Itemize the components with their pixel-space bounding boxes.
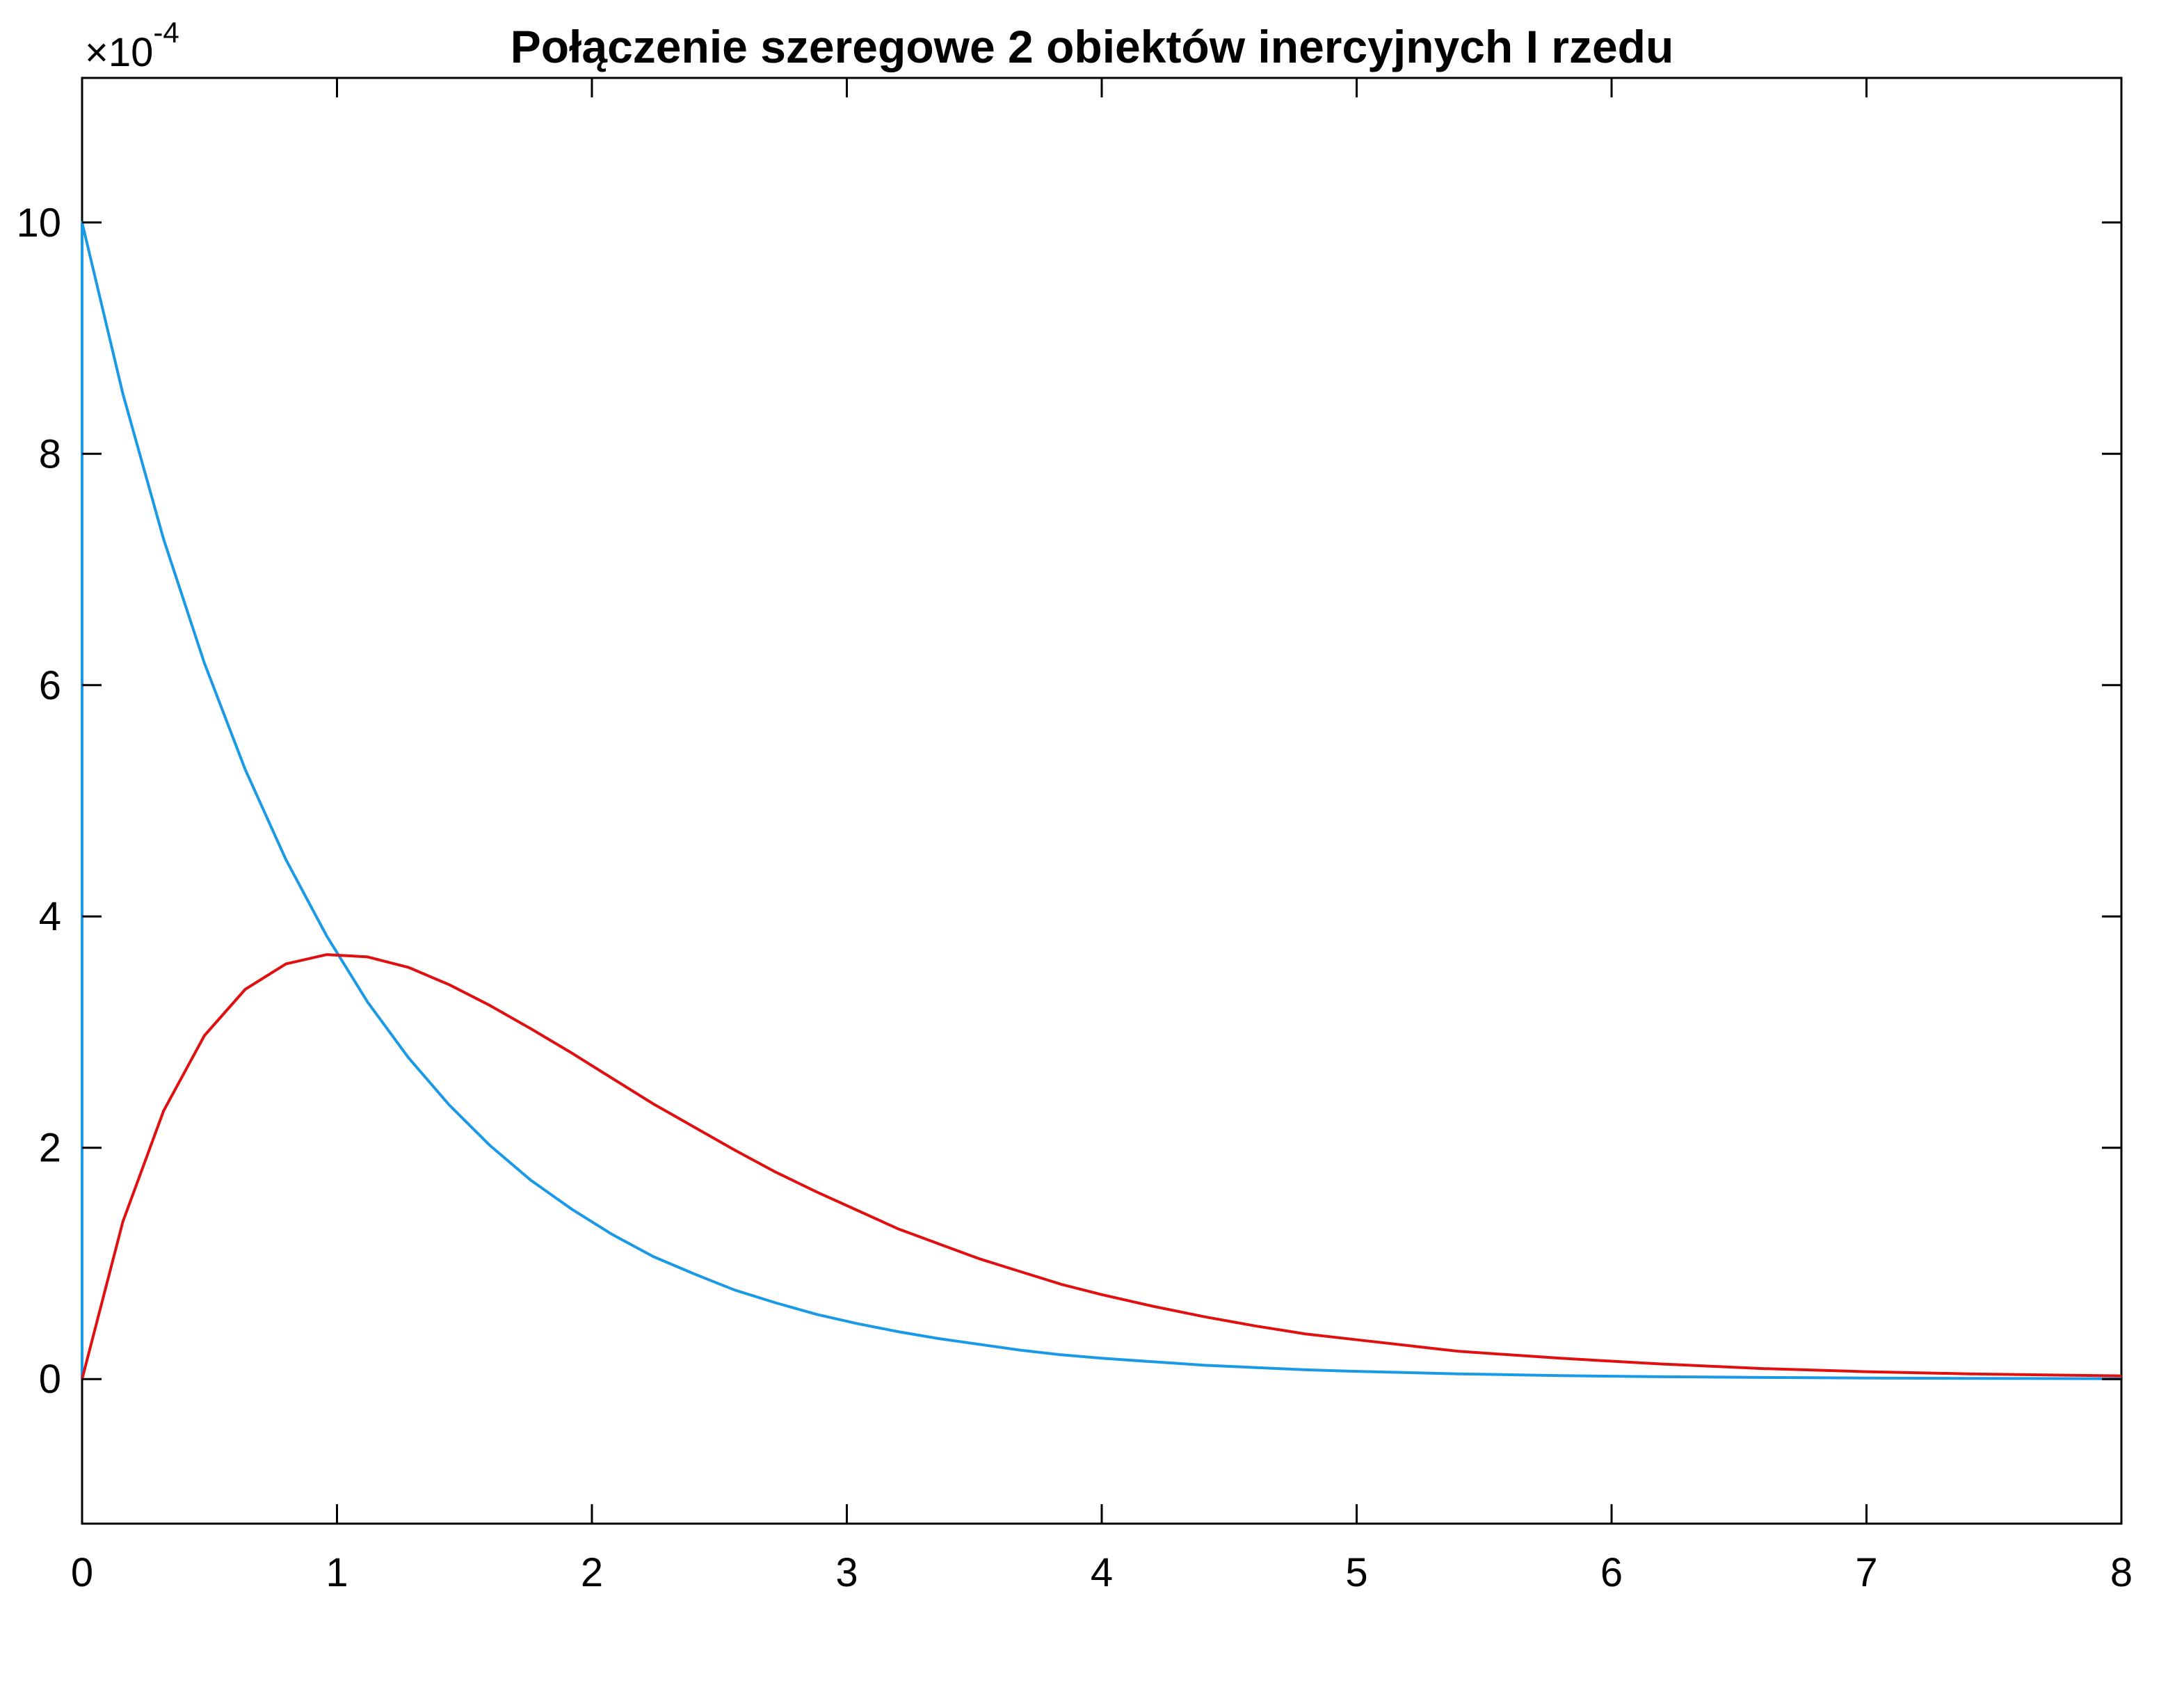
y-exponent-label: ×10-4 [85, 16, 179, 75]
x-tick-label: 1 [326, 1550, 348, 1595]
y-tick-label: 8 [39, 431, 61, 477]
y-exponent-power: -4 [153, 16, 179, 49]
series-line-2 [81, 953, 2122, 1380]
x-tick-label: 4 [1091, 1550, 1113, 1595]
chart-title: Połączenie szeregowe 2 obiektów inercyjn… [511, 21, 1674, 72]
x-tick-label: 8 [2110, 1550, 2133, 1595]
axes-box [81, 77, 2123, 1525]
y-tick-label: 6 [39, 663, 61, 708]
y-exponent-base: ×10 [85, 30, 153, 75]
y-tick-label: 2 [39, 1126, 61, 1171]
x-tick-label: 7 [1855, 1550, 1877, 1595]
plot-area: 0 1 2 3 4 5 6 7 8 0 2 4 6 8 10 [16, 77, 2133, 1595]
y-tick-label: 10 [16, 200, 61, 246]
x-tick-label: 3 [835, 1550, 858, 1595]
x-tick-label: 6 [1600, 1550, 1623, 1595]
series-line-1 [81, 221, 2122, 1380]
x-tick-label: 0 [71, 1550, 93, 1595]
y-tick-label: 0 [39, 1357, 61, 1402]
x-tick-label: 2 [581, 1550, 603, 1595]
y-tick-label: 4 [39, 894, 61, 939]
x-tick-label: 5 [1345, 1550, 1367, 1595]
